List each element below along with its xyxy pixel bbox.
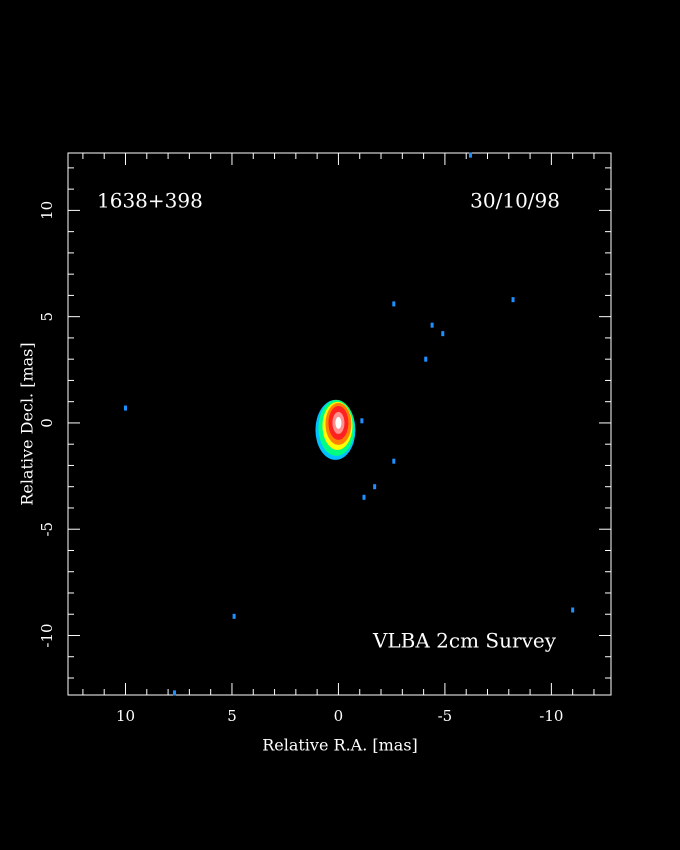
emission-spot — [362, 494, 366, 500]
emission-spot — [392, 301, 396, 307]
emission-spot — [373, 484, 377, 490]
y-tick-label: -10 — [38, 623, 56, 647]
emission-spot — [468, 152, 472, 158]
y-tick-label: 10 — [38, 201, 56, 220]
emission-spot — [123, 405, 127, 411]
x-tick-label: -10 — [539, 707, 563, 725]
emission-spot — [172, 690, 176, 696]
y-tick-label: 0 — [38, 418, 56, 428]
x-tick-label: 10 — [116, 707, 135, 725]
emission-spot — [424, 356, 428, 362]
emission-spot — [360, 418, 364, 424]
x-tick-label: -5 — [438, 707, 453, 725]
x-axis-label: Relative R.A. [mas] — [262, 736, 418, 755]
emission-spot — [232, 613, 236, 619]
x-tick-label: 5 — [227, 707, 237, 725]
emission-spot — [392, 458, 396, 464]
x-tick-label: 0 — [334, 707, 344, 725]
y-axis-label: Relative Decl. [mas] — [18, 342, 37, 505]
source-name: 1638+398 — [97, 189, 203, 213]
y-tick-label: 5 — [38, 312, 56, 322]
emission-spot — [430, 322, 434, 328]
survey: VLBA 2cm Survey — [372, 629, 557, 653]
epoch: 30/10/98 — [470, 189, 560, 213]
emission-spot — [571, 607, 575, 613]
plot-frame — [67, 152, 612, 696]
y-tick-label: -5 — [38, 522, 56, 537]
emission-spot — [441, 331, 445, 337]
core-emission — [335, 416, 342, 429]
emission-spot — [511, 297, 515, 303]
